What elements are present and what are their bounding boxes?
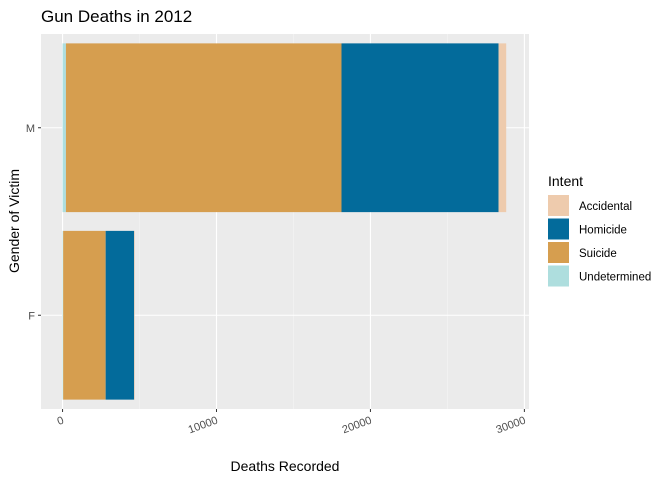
legend-label-suicide: Suicide bbox=[579, 248, 617, 260]
legend-key-suicide bbox=[548, 242, 569, 263]
bar-M-undetermined bbox=[62, 43, 66, 213]
bar-M-suicide bbox=[65, 43, 342, 213]
x-axis-title: Deaths Recorded bbox=[231, 458, 340, 474]
legend: Intent Accidental Homicide Suicide Undeterm… bbox=[548, 173, 651, 287]
bar-M-accidental bbox=[498, 43, 507, 213]
legend-label-homicide: Homicide bbox=[579, 225, 627, 237]
bars bbox=[62, 43, 507, 400]
bar-F-homicide bbox=[105, 230, 135, 400]
y-tick-label: M bbox=[26, 123, 35, 135]
y-tick-label: F bbox=[28, 310, 35, 322]
bar-F-undetermined bbox=[62, 230, 64, 400]
bar-F-accidental bbox=[134, 230, 135, 400]
bar-F-suicide bbox=[63, 230, 106, 400]
y-axis-title: Gender of Victim bbox=[6, 169, 22, 273]
legend-key-homicide bbox=[548, 218, 569, 240]
legend-items: Accidental Homicide Suicide Undetermined bbox=[548, 195, 651, 287]
legend-title: Intent bbox=[548, 173, 583, 189]
legend-label-accidental: Accidental bbox=[579, 201, 632, 213]
x-tick-label: 0 bbox=[56, 415, 66, 428]
x-tick-label: 20000 bbox=[341, 415, 374, 437]
bar-M-homicide bbox=[341, 43, 499, 213]
x-tick-label: 30000 bbox=[495, 415, 528, 437]
x-tick-label: 10000 bbox=[187, 415, 220, 437]
legend-key-accidental bbox=[548, 195, 569, 216]
chart-title: Gun Deaths in 2012 bbox=[41, 7, 192, 26]
legend-label-undetermined: Undetermined bbox=[579, 272, 651, 284]
legend-key-undetermined bbox=[548, 265, 569, 287]
